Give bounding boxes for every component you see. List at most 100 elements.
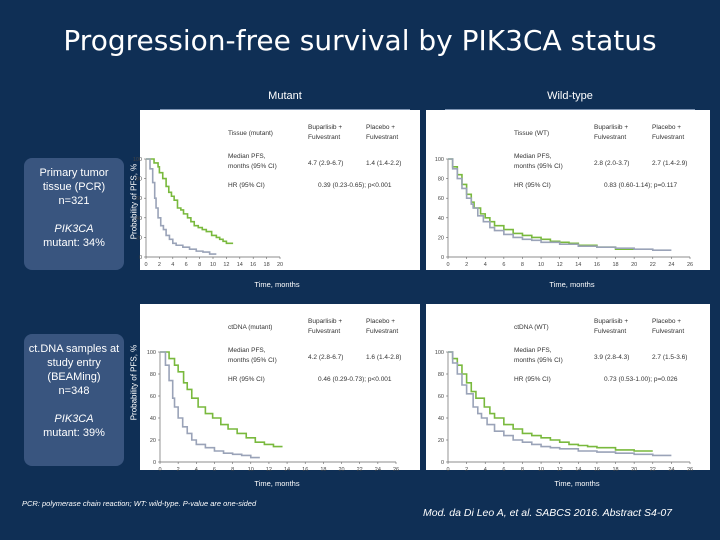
row-box-rate: mutant: 34% bbox=[43, 237, 105, 249]
x-tick-label: 6 bbox=[502, 262, 505, 268]
x-tick-label: 2 bbox=[465, 262, 468, 268]
x-tick-label: 22 bbox=[357, 467, 363, 473]
x-tick-label: 8 bbox=[521, 467, 524, 473]
x-tick-label: 24 bbox=[668, 467, 674, 473]
table-row-label: ctDNA (mutant) bbox=[228, 324, 272, 331]
y-tick-label: 100 bbox=[435, 350, 444, 356]
x-tick-label: 14 bbox=[237, 262, 243, 268]
x-tick-label: 26 bbox=[687, 467, 693, 473]
x-tick-label: 20 bbox=[277, 262, 283, 268]
table-col1-header-line1: Buparlisib + bbox=[308, 124, 342, 131]
row-box-gene: PIK3CA bbox=[54, 223, 94, 235]
median-label-line2: months (95% CI) bbox=[228, 163, 277, 170]
x-tick-label: 12 bbox=[557, 262, 563, 268]
y-tick-label: 60 bbox=[150, 394, 156, 400]
reference: Mod. da Di Leo A, et al. SABCS 2016. Abs… bbox=[423, 507, 673, 519]
y-tick-label: 20 bbox=[136, 235, 142, 241]
x-tick-label: 8 bbox=[231, 467, 234, 473]
x-tick-label: 24 bbox=[375, 467, 381, 473]
slide-title: Progression-free survival by PIK3CA stat… bbox=[63, 24, 657, 57]
table-col2-header-line2: Fulvestrant bbox=[652, 134, 684, 141]
y-tick-label: 40 bbox=[150, 416, 156, 422]
table-row-label: ctDNA (WT) bbox=[514, 324, 549, 331]
hr-value: 0.46 (0.29-0.73); p<0.001 bbox=[318, 376, 392, 383]
row-box-text: Primary tumor tissue (PCR) bbox=[39, 167, 109, 193]
x-tick-label: 24 bbox=[668, 262, 674, 268]
x-tick-label: 0 bbox=[446, 262, 449, 268]
y-tick-label: 100 bbox=[147, 350, 156, 356]
km-panel-4: ctDNA (WT) Buparlisib + Fulvestrant Placebo… bbox=[426, 304, 710, 473]
table-col2-header-line2: Fulvestrant bbox=[366, 134, 398, 141]
table-col1-header-line2: Fulvestrant bbox=[308, 134, 340, 141]
row-box-gene: PIK3CA bbox=[54, 413, 94, 425]
x-tick-label: 14 bbox=[575, 262, 581, 268]
table-col1-header-line1: Buparlisib + bbox=[594, 124, 628, 131]
median-label-line2: months (95% CI) bbox=[228, 357, 277, 364]
median-buparlisib: 3.9 (2.8-4.3) bbox=[594, 354, 629, 361]
x-tick-label: 0 bbox=[144, 262, 147, 268]
y-tick-label: 20 bbox=[150, 438, 156, 444]
hr-value: 0.39 (0.23-0.65); p<0.001 bbox=[318, 182, 392, 189]
y-tick-label: 60 bbox=[438, 394, 444, 400]
km-panel-3: ctDNA (mutant) Buparlisib + Fulvestrant Pla… bbox=[140, 304, 420, 473]
x-tick-label: 4 bbox=[484, 262, 487, 268]
table-col2-header-line1: Placebo + bbox=[652, 318, 681, 325]
x-tick-label: 0 bbox=[446, 467, 449, 473]
panel-background bbox=[426, 110, 710, 270]
x-tick-label: 8 bbox=[198, 262, 201, 268]
panel-background bbox=[140, 110, 420, 270]
x-tick-label: 18 bbox=[320, 467, 326, 473]
y-tick-label: 0 bbox=[153, 460, 156, 466]
column-header-mutant: Mutant bbox=[268, 90, 302, 102]
km-curve-buparlisib bbox=[160, 351, 283, 448]
y-tick-label: 0 bbox=[441, 460, 444, 466]
hr-label: HR (95% CI) bbox=[514, 182, 551, 189]
row-box-rate: mutant: 39% bbox=[43, 427, 105, 439]
hr-label: HR (95% CI) bbox=[228, 182, 265, 189]
x-tick-label: 26 bbox=[393, 467, 399, 473]
x-tick-label: 2 bbox=[465, 467, 468, 473]
x-tick-label: 12 bbox=[223, 262, 229, 268]
y-tick-label: 80 bbox=[150, 372, 156, 378]
x-tick-label: 16 bbox=[250, 262, 256, 268]
x-tick-label: 16 bbox=[594, 262, 600, 268]
table-col1-header-line1: Buparlisib + bbox=[308, 318, 342, 325]
y-tick-label: 0 bbox=[441, 255, 444, 261]
median-label-line1: Median PFS, bbox=[228, 347, 266, 354]
row-box-text: ct.DNA samples at study entry (BEAMing) bbox=[28, 343, 120, 383]
column-header-wildtype: Wild-type bbox=[547, 90, 593, 102]
x-tick-label: 10 bbox=[248, 467, 254, 473]
median-placebo: 2.7 (1.4-2.9) bbox=[652, 160, 687, 167]
y-tick-label: 60 bbox=[136, 196, 142, 202]
y-tick-label: 40 bbox=[438, 216, 444, 222]
hr-label: HR (95% CI) bbox=[228, 376, 265, 383]
table-col1-header-line1: Buparlisib + bbox=[594, 318, 628, 325]
x-tick-label: 0 bbox=[158, 467, 161, 473]
hr-value: 0.73 (0.53-1.00); p=0.026 bbox=[604, 376, 678, 383]
median-placebo: 2.7 (1.5-3.6) bbox=[652, 354, 687, 361]
x-tick-label: 20 bbox=[631, 262, 637, 268]
footnote: PCR: polymerase chain reaction; WT: wild… bbox=[22, 499, 257, 508]
y-tick-label: 40 bbox=[136, 216, 142, 222]
km-panel-1: Tissue (mutant) Buparlisib + Fulvestrant Pl… bbox=[133, 110, 420, 270]
x-axis-label-tl: Time, months bbox=[254, 280, 300, 289]
table-col2-header-line1: Placebo + bbox=[366, 318, 395, 325]
median-label-line1: Median PFS, bbox=[514, 347, 552, 354]
median-label-line2: months (95% CI) bbox=[514, 163, 563, 170]
y-tick-label: 100 bbox=[133, 157, 142, 163]
y-tick-label: 60 bbox=[438, 196, 444, 202]
x-tick-label: 16 bbox=[594, 467, 600, 473]
x-tick-label: 18 bbox=[612, 467, 618, 473]
x-tick-label: 2 bbox=[177, 467, 180, 473]
median-label-line1: Median PFS, bbox=[514, 153, 552, 160]
y-tick-label: 80 bbox=[136, 177, 142, 183]
x-tick-label: 22 bbox=[650, 262, 656, 268]
table-row-label: Tissue (mutant) bbox=[228, 130, 273, 137]
y-tick-label: 80 bbox=[438, 372, 444, 378]
x-tick-label: 14 bbox=[575, 467, 581, 473]
x-tick-label: 22 bbox=[650, 467, 656, 473]
km-curve-placebo bbox=[146, 158, 217, 255]
median-label-line2: months (95% CI) bbox=[514, 357, 563, 364]
row-box-n: n=348 bbox=[58, 385, 90, 397]
median-buparlisib: 4.7 (2.9-6.7) bbox=[308, 160, 343, 167]
